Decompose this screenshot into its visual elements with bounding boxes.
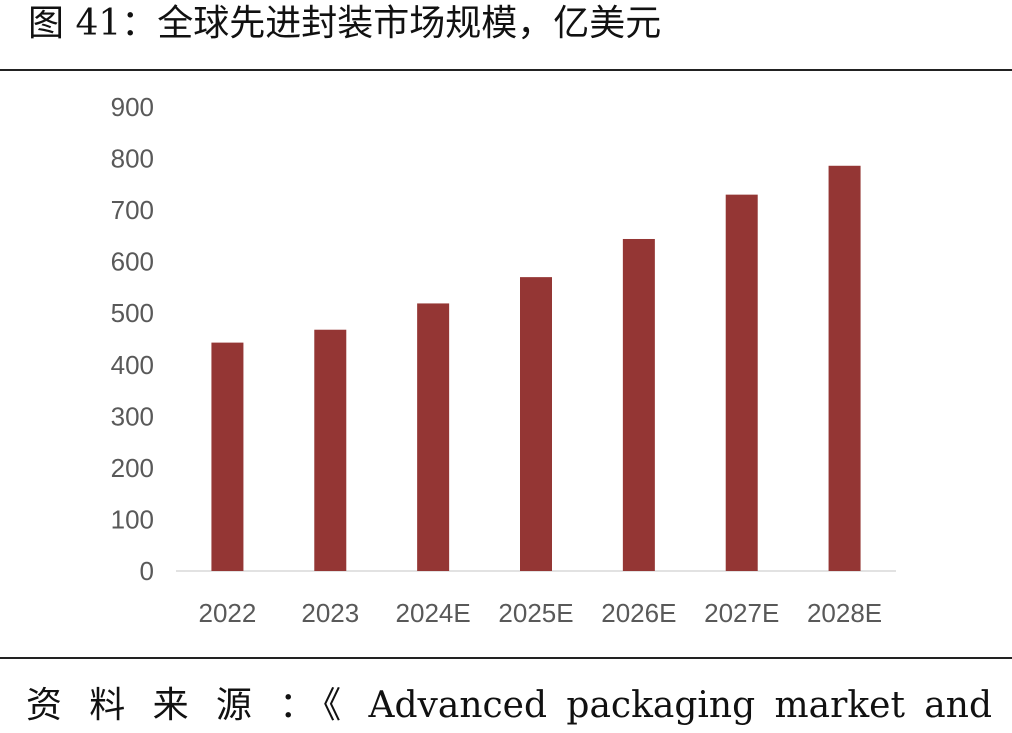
x-tick-label: 2022 <box>199 598 257 628</box>
x-tick-label: 2026E <box>601 598 676 628</box>
x-tick-label: 2023 <box>301 598 359 628</box>
bar-2026E <box>622 238 655 571</box>
bar-2027E <box>725 194 758 571</box>
y-tick-label: 0 <box>140 556 154 586</box>
bar-2023 <box>314 329 347 571</box>
bar-2024E <box>417 303 450 571</box>
x-tick-label: 2027E <box>704 598 779 628</box>
bar-2022 <box>211 342 244 571</box>
y-tick-label: 400 <box>111 350 154 380</box>
bar-2028E <box>828 165 861 572</box>
bar-2025E <box>520 277 552 571</box>
y-tick-label: 900 <box>111 92 154 122</box>
y-tick-label: 200 <box>111 453 154 483</box>
x-axis-tick-labels: 2022 2023 2024E 2025E 2026E 2027E 2028E <box>199 598 883 628</box>
y-tick-label: 600 <box>111 247 154 277</box>
y-tick-label: 500 <box>111 298 154 328</box>
y-tick-label: 700 <box>111 195 154 225</box>
bottom-rule <box>0 657 1012 659</box>
x-tick-label: 2028E <box>807 598 882 628</box>
bars <box>211 165 861 572</box>
y-tick-label: 300 <box>111 401 154 431</box>
y-tick-label: 800 <box>111 144 154 174</box>
x-tick-label: 2025E <box>498 598 573 628</box>
figure-title: 图 41：全球先进封装市场规模，亿美元 <box>28 3 662 44</box>
y-axis-tick-labels: 0 100 200 300 400 500 600 700 800 900 <box>111 92 154 586</box>
top-rule <box>0 69 1012 71</box>
y-tick-label: 100 <box>111 504 154 534</box>
source-note: 资 料 来 源 ：《 Advanced packaging market and <box>26 685 992 726</box>
x-tick-label: 2024E <box>396 598 471 628</box>
